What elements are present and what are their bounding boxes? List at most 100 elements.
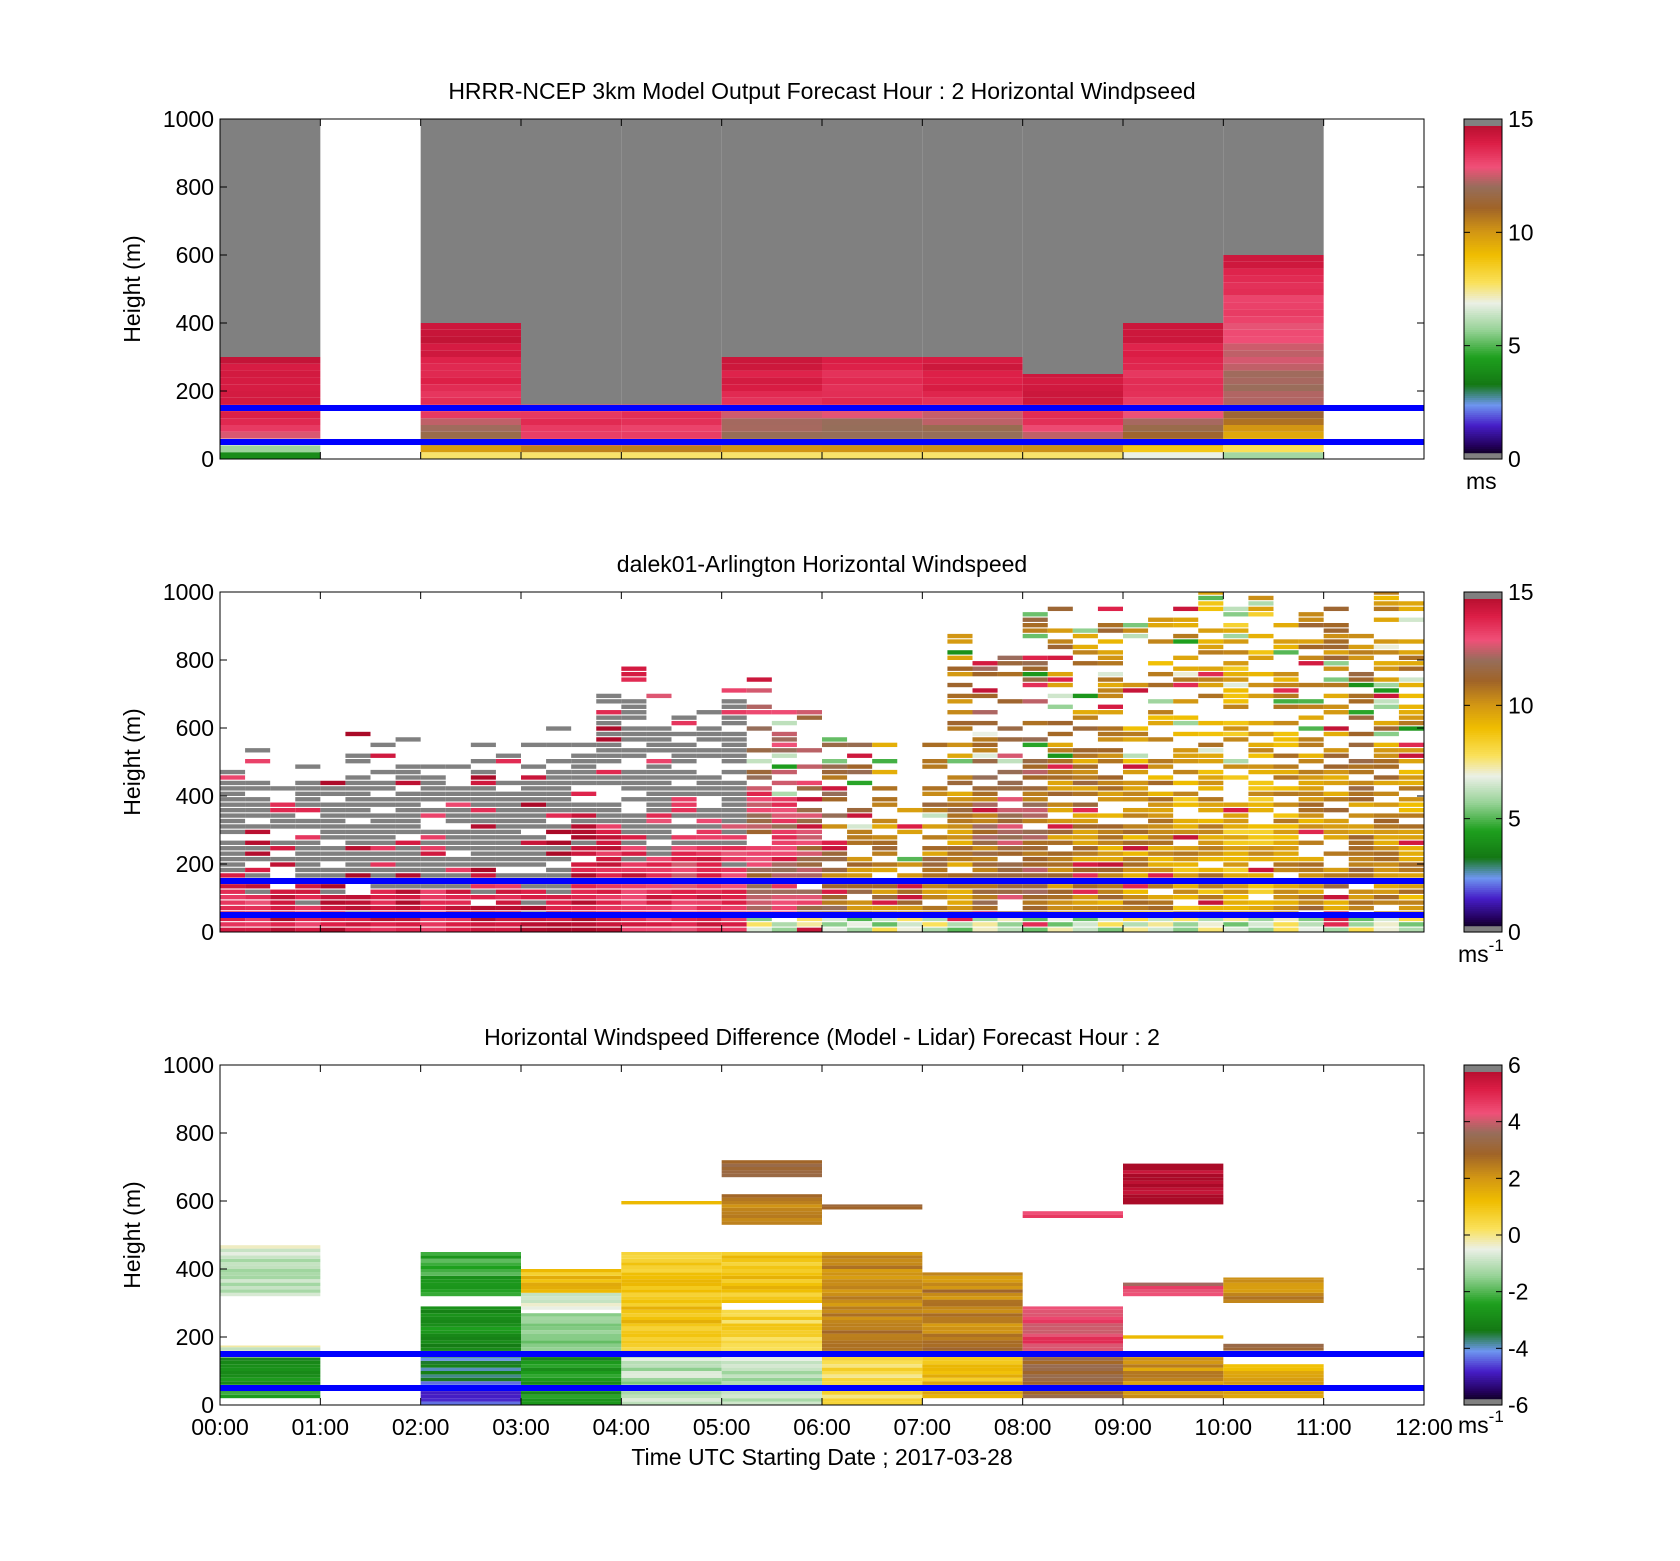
- colorbar-swatch: [1464, 1290, 1502, 1293]
- colorbar-swatch: [1464, 121, 1502, 124]
- heatmap-cell: [1123, 1201, 1224, 1205]
- heatmap-cell: [1373, 835, 1399, 840]
- heatmap-cell: [721, 807, 747, 813]
- colorbar-swatch: [1464, 263, 1502, 267]
- heatmap-cell: [470, 916, 496, 922]
- heatmap-cell: [671, 731, 697, 737]
- heatmap-cell: [1072, 829, 1098, 835]
- heatmap-cell: [721, 704, 747, 709]
- heatmap-cell: [621, 425, 722, 432]
- heatmap-cell: [220, 377, 321, 385]
- heatmap-cell: [822, 119, 923, 357]
- heatmap-cell: [696, 737, 722, 742]
- colorbar-swatch: [1464, 902, 1502, 905]
- heatmap-cell: [1248, 927, 1274, 932]
- heatmap-cell: [1072, 905, 1098, 911]
- heatmap-cell: [1097, 797, 1123, 802]
- heatmap-cell: [847, 862, 873, 867]
- colorbar-swatch: [1464, 348, 1502, 352]
- heatmap-cell: [1298, 927, 1324, 932]
- heatmap-cell: [596, 769, 622, 775]
- heatmap-cell: [345, 753, 371, 758]
- colorbar-swatch: [1464, 361, 1502, 364]
- colorbar-swatch: [1464, 289, 1502, 292]
- heatmap-cell: [1348, 650, 1374, 655]
- heatmap-cell: [1097, 835, 1123, 840]
- heatmap-cell: [1047, 807, 1073, 813]
- heatmap-cell: [420, 1367, 521, 1371]
- heatmap-cell: [1323, 726, 1349, 731]
- heatmap-cell: [220, 1252, 321, 1256]
- heatmap-cell: [746, 807, 772, 813]
- heatmap-cell: [1223, 1343, 1324, 1348]
- colorbar-swatch: [1464, 660, 1502, 663]
- heatmap-cell: [922, 363, 1023, 371]
- colorbar-swatch: [1464, 437, 1502, 441]
- heatmap-cell: [1298, 786, 1324, 791]
- heatmap-cell: [822, 1333, 923, 1337]
- heatmap-cell: [1223, 628, 1249, 633]
- heatmap-cell: [220, 363, 321, 371]
- heatmap-cell: [420, 1275, 521, 1280]
- heatmap-cell: [1123, 623, 1149, 628]
- heatmap-cell: [872, 895, 898, 900]
- colorbar-swatch: [1464, 677, 1502, 680]
- heatmap-cell: [1223, 900, 1249, 905]
- colorbar-swatch: [1464, 1307, 1502, 1310]
- heatmap-cell: [495, 835, 521, 840]
- heatmap-cell: [721, 840, 747, 845]
- heatmap-cell: [746, 905, 772, 911]
- heatmap-cell: [1223, 268, 1324, 276]
- heatmap-cell: [822, 1377, 923, 1382]
- heatmap-cell: [1373, 824, 1399, 829]
- heatmap-cell: [1022, 1377, 1123, 1382]
- heatmap-cell: [546, 802, 572, 807]
- colorbar-swatch: [1464, 1343, 1502, 1347]
- heatmap-cell: [1373, 873, 1399, 878]
- heatmap-cell: [470, 759, 496, 764]
- heatmap-cell: [1323, 710, 1349, 715]
- heatmap-cell: [721, 1221, 822, 1225]
- heatmap-cell: [872, 905, 898, 911]
- colorbar-swatch: [1464, 713, 1502, 716]
- heatmap-cell: [1373, 862, 1399, 867]
- colorbar-swatch: [1464, 1275, 1502, 1279]
- heatmap-cell: [1398, 884, 1424, 889]
- heatmap-cell: [621, 889, 647, 894]
- heatmap-cell: [972, 927, 998, 932]
- heatmap-cell: [1198, 601, 1224, 606]
- heatmap-cell: [571, 824, 597, 829]
- heatmap-cell: [220, 1364, 321, 1368]
- heatmap-cell: [972, 737, 998, 742]
- heatmap-cell: [1123, 916, 1149, 922]
- heatmap-cell: [947, 759, 973, 764]
- colorbar-swatch: [1464, 1286, 1502, 1289]
- heatmap-cell: [721, 1269, 822, 1273]
- heatmap-cell: [621, 1364, 722, 1368]
- heatmap-cell: [621, 1289, 722, 1293]
- heatmap-cell: [1223, 1277, 1324, 1280]
- heatmap-cell: [1348, 895, 1374, 900]
- y-tick-label: 400: [176, 783, 214, 809]
- heatmap-cell: [1123, 900, 1149, 905]
- heatmap-cell: [420, 791, 446, 796]
- heatmap-cell: [1348, 731, 1374, 737]
- colorbar-swatch: [1464, 244, 1502, 248]
- colorbar-swatch: [1464, 153, 1502, 156]
- colorbar-swatch: [1464, 280, 1502, 284]
- heatmap-cell: [721, 1163, 822, 1167]
- colorbar-swatch: [1464, 1230, 1502, 1234]
- heatmap-cell: [445, 846, 471, 851]
- heatmap-cell: [897, 824, 923, 829]
- heatmap-cell: [521, 780, 547, 786]
- heatmap-cell: [521, 1269, 622, 1273]
- colorbar-swatch: [1464, 759, 1502, 763]
- colorbar-swatch: [1464, 1073, 1502, 1077]
- heatmap-cell: [997, 797, 1023, 802]
- heatmap-cell: [571, 780, 597, 786]
- heatmap-cell: [1248, 753, 1274, 758]
- heatmap-cell: [646, 780, 672, 786]
- heatmap-cell: [395, 922, 421, 927]
- colorbar-swatch: [1464, 704, 1502, 708]
